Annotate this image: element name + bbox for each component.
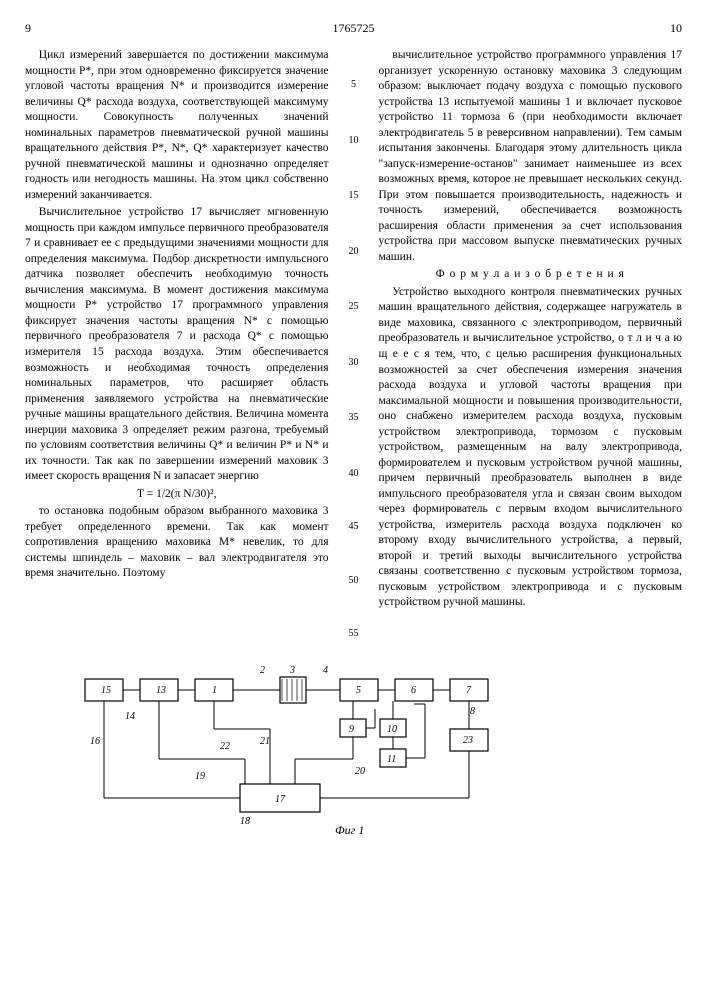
line-number: 50: [349, 574, 359, 588]
svg-text:1: 1: [212, 685, 217, 696]
svg-text:4: 4: [323, 665, 328, 676]
svg-text:2: 2: [260, 665, 265, 676]
page-right: 10: [670, 20, 682, 36]
text-columns: Цикл измерений завершается по достижении…: [25, 48, 682, 641]
left-column: Цикл измерений завершается по достижении…: [25, 48, 329, 641]
formula: T = 1/2(π N/30)²,: [25, 487, 329, 503]
section-heading: Ф о р м у л а и з о б р е т е н и я: [379, 267, 683, 283]
line-number: 35: [349, 411, 359, 425]
paragraph: то остановка подобным образом выбранного…: [25, 504, 329, 582]
doc-number: 1765725: [333, 20, 375, 36]
svg-text:23: 23: [463, 735, 473, 746]
paragraph: Цикл измерений завершается по достижении…: [25, 48, 329, 203]
svg-text:6: 6: [411, 685, 416, 696]
svg-text:18: 18: [240, 816, 250, 827]
svg-text:13: 13: [156, 685, 166, 696]
svg-text:19: 19: [195, 771, 205, 782]
figure-1: 15131234567910112317141622211920818Фиг 1: [65, 659, 682, 839]
svg-text:16: 16: [90, 736, 100, 747]
svg-text:11: 11: [387, 754, 396, 765]
line-number-gutter: 5 10 15 20 25 30 35 40 45 50 55: [347, 48, 361, 641]
svg-text:21: 21: [260, 736, 270, 747]
svg-text:17: 17: [275, 794, 286, 805]
line-number: 40: [349, 467, 359, 481]
line-number: 15: [349, 189, 359, 203]
paragraph: вычислительное устройство программного у…: [379, 48, 683, 265]
line-number: 5: [351, 78, 356, 92]
svg-text:Фиг 1: Фиг 1: [335, 823, 364, 837]
page-left: 9: [25, 20, 31, 36]
svg-text:22: 22: [220, 741, 230, 752]
page-header: 9 1765725 10: [25, 20, 682, 36]
svg-text:14: 14: [125, 711, 135, 722]
svg-text:20: 20: [355, 766, 365, 777]
line-number: 25: [349, 300, 359, 314]
line-number: 20: [349, 245, 359, 259]
svg-text:15: 15: [101, 685, 111, 696]
svg-text:10: 10: [387, 724, 397, 735]
paragraph: Устройство выходного контроля пневматиче…: [379, 285, 683, 611]
svg-text:5: 5: [356, 685, 361, 696]
line-number: 55: [349, 627, 359, 641]
svg-text:3: 3: [289, 665, 295, 676]
svg-text:8: 8: [470, 706, 475, 717]
svg-text:9: 9: [349, 724, 354, 735]
line-number: 10: [349, 134, 359, 148]
paragraph: Вычислительное устройство 17 вычисляет м…: [25, 205, 329, 484]
line-number: 45: [349, 520, 359, 534]
line-number: 30: [349, 356, 359, 370]
right-column: вычислительное устройство программного у…: [379, 48, 683, 641]
